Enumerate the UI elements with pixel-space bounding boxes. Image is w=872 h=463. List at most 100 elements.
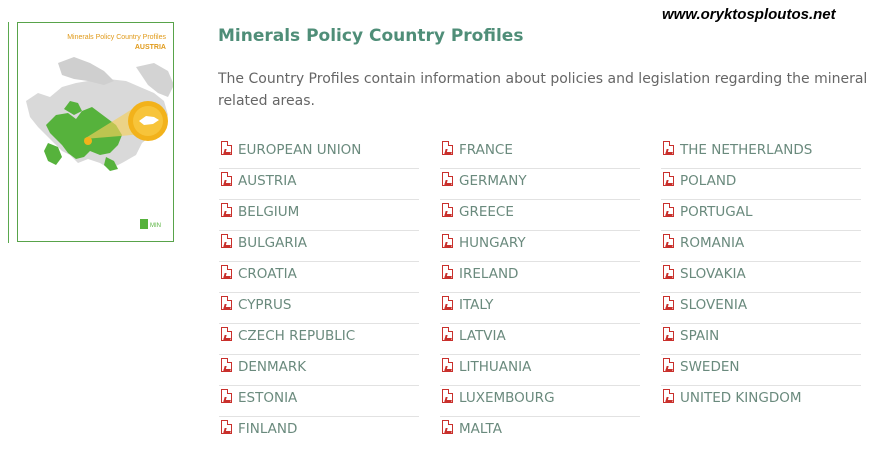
country-link-label: GERMANY: [459, 173, 527, 189]
country-link[interactable]: CYPRUS: [219, 293, 419, 324]
country-list-column-2: FRANCE GERMANY GREECE HUNGARY IRELAND ITALY LA…: [440, 138, 640, 448]
country-link-label: SLOVENIA: [680, 297, 748, 313]
country-link[interactable]: MALTA: [440, 417, 640, 448]
country-link[interactable]: GERMANY: [440, 169, 640, 200]
pdf-icon: [221, 389, 232, 403]
country-link-label: IRELAND: [459, 266, 519, 282]
country-link-label: FINLAND: [238, 421, 298, 437]
intro-line-1: The Country Profiles contain information…: [218, 71, 872, 87]
europe-map-graphic: MIN: [26, 57, 173, 229]
pdf-icon: [221, 172, 232, 186]
country-link[interactable]: HUNGARY: [440, 231, 640, 262]
pdf-icon: [663, 296, 674, 310]
country-link[interactable]: FINLAND: [219, 417, 419, 448]
country-link[interactable]: EUROPEAN UNION: [219, 138, 419, 169]
pdf-icon: [442, 265, 453, 279]
pdf-icon: [221, 141, 232, 155]
country-link-label: HUNGARY: [459, 235, 526, 251]
country-link-label: CYPRUS: [238, 297, 292, 313]
pdf-icon: [221, 358, 232, 372]
country-link[interactable]: LATVIA: [440, 324, 640, 355]
country-link[interactable]: BULGARIA: [219, 231, 419, 262]
pdf-icon: [663, 234, 674, 248]
country-link[interactable]: PORTUGAL: [661, 200, 861, 231]
country-link-label: SPAIN: [680, 328, 720, 344]
pdf-icon: [663, 358, 674, 372]
country-link[interactable]: LITHUANIA: [440, 355, 640, 386]
cover-logo-text: MIN: [150, 223, 161, 229]
country-link-label: ROMANIA: [680, 235, 745, 251]
country-link-label: GREECE: [459, 204, 514, 220]
site-watermark: www.oryktosploutos.net: [662, 6, 836, 23]
page-title: Minerals Policy Country Profiles: [218, 26, 524, 46]
country-link[interactable]: SPAIN: [661, 324, 861, 355]
country-link[interactable]: GREECE: [440, 200, 640, 231]
country-link[interactable]: POLAND: [661, 169, 861, 200]
pdf-icon: [442, 234, 453, 248]
country-list-column-3: THE NETHERLANDS POLAND PORTUGAL ROMANIA SLOV…: [661, 138, 861, 417]
pdf-icon: [221, 203, 232, 217]
country-link-label: BELGIUM: [238, 204, 300, 220]
pdf-icon: [221, 420, 232, 434]
country-link-label: LITHUANIA: [459, 359, 532, 375]
cover-title: Minerals Policy Country Profiles: [67, 34, 166, 41]
intro-line-2: related areas.: [218, 93, 315, 109]
country-link-label: FRANCE: [459, 142, 513, 158]
country-list-column-1: EUROPEAN UNION AUSTRIA BELGIUM BULGARIA CROA…: [219, 138, 419, 448]
country-link-label: MALTA: [459, 421, 502, 437]
country-link-label: SLOVAKIA: [680, 266, 746, 282]
country-link-label: ESTONIA: [238, 390, 298, 406]
pdf-icon: [663, 265, 674, 279]
country-link-label: POLAND: [680, 173, 737, 189]
country-link-label: CZECH REPUBLIC: [238, 328, 356, 344]
pdf-icon: [442, 203, 453, 217]
pdf-icon: [663, 141, 674, 155]
country-link-label: PORTUGAL: [680, 204, 753, 220]
country-link[interactable]: ESTONIA: [219, 386, 419, 417]
country-link[interactable]: THE NETHERLANDS: [661, 138, 861, 169]
country-link[interactable]: SWEDEN: [661, 355, 861, 386]
pdf-icon: [663, 203, 674, 217]
cover-subtitle: AUSTRIA: [134, 44, 166, 51]
country-link[interactable]: ROMANIA: [661, 231, 861, 262]
pdf-icon: [442, 141, 453, 155]
pdf-icon: [442, 389, 453, 403]
country-link-label: THE NETHERLANDS: [680, 142, 813, 158]
country-link-label: BULGARIA: [238, 235, 307, 251]
intro-text: The Country Profiles contain information…: [218, 68, 872, 112]
pdf-icon: [663, 327, 674, 341]
country-link[interactable]: SLOVENIA: [661, 293, 861, 324]
country-link[interactable]: LUXEMBOURG: [440, 386, 640, 417]
country-link[interactable]: DENMARK: [219, 355, 419, 386]
country-link[interactable]: SLOVAKIA: [661, 262, 861, 293]
pdf-icon: [663, 172, 674, 186]
pdf-icon: [221, 296, 232, 310]
country-link-label: AUSTRIA: [238, 173, 297, 189]
country-link-label: CROATIA: [238, 266, 297, 282]
country-link-label: LATVIA: [459, 328, 506, 344]
country-link[interactable]: CROATIA: [219, 262, 419, 293]
country-link-label: DENMARK: [238, 359, 307, 375]
pdf-icon: [221, 234, 232, 248]
pdf-icon: [442, 327, 453, 341]
pdf-icon: [663, 389, 674, 403]
country-link-label: LUXEMBOURG: [459, 390, 555, 406]
country-link[interactable]: UNITED KINGDOM: [661, 386, 861, 417]
country-link[interactable]: IRELAND: [440, 262, 640, 293]
country-link[interactable]: FRANCE: [440, 138, 640, 169]
country-link[interactable]: BELGIUM: [219, 200, 419, 231]
country-link-label: EUROPEAN UNION: [238, 142, 362, 158]
pdf-icon: [442, 296, 453, 310]
pdf-icon: [221, 265, 232, 279]
country-link-label: SWEDEN: [680, 359, 740, 375]
pdf-icon: [221, 327, 232, 341]
country-link-label: ITALY: [459, 297, 494, 313]
left-divider: [8, 22, 9, 243]
pdf-icon: [442, 420, 453, 434]
pdf-icon: [442, 358, 453, 372]
country-link[interactable]: ITALY: [440, 293, 640, 324]
report-cover-thumbnail[interactable]: MIN Minerals Policy Country Profiles AUS…: [17, 22, 174, 242]
country-link[interactable]: AUSTRIA: [219, 169, 419, 200]
country-link[interactable]: CZECH REPUBLIC: [219, 324, 419, 355]
pdf-icon: [442, 172, 453, 186]
